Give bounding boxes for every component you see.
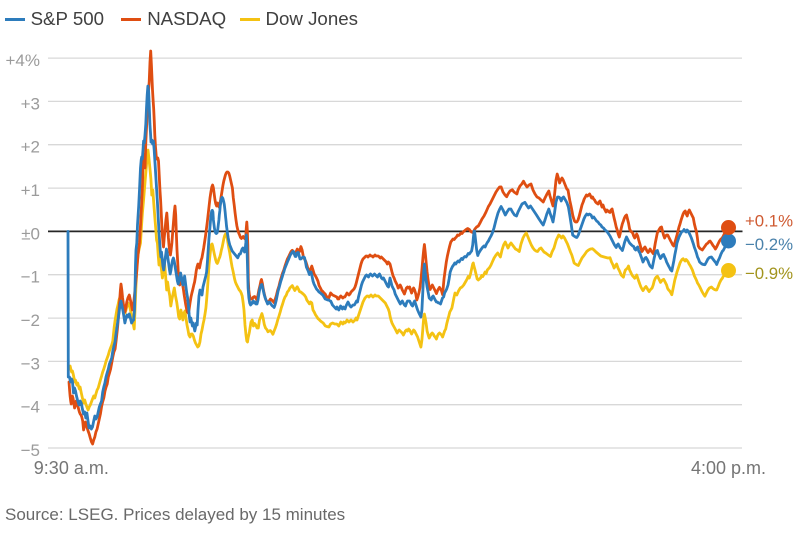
svg-text:+0.1%: +0.1% [745,211,793,230]
svg-text:+2: +2 [21,138,40,157]
svg-text:9:30 a.m.: 9:30 a.m. [34,458,109,478]
svg-text:−1: −1 [21,268,40,287]
svg-text:+3: +3 [21,94,40,113]
svg-text:−4: −4 [21,398,40,417]
svg-text:−0.2%: −0.2% [745,235,793,254]
svg-text:−5: −5 [21,441,40,460]
svg-text:±0: ±0 [21,224,40,243]
svg-text:−0.9%: −0.9% [745,264,793,283]
svg-text:4:00 p.m.: 4:00 p.m. [691,458,766,478]
svg-text:−2: −2 [21,311,40,330]
svg-text:+4%: +4% [6,51,41,70]
svg-text:+1: +1 [21,181,40,200]
svg-text:−3: −3 [21,354,40,373]
